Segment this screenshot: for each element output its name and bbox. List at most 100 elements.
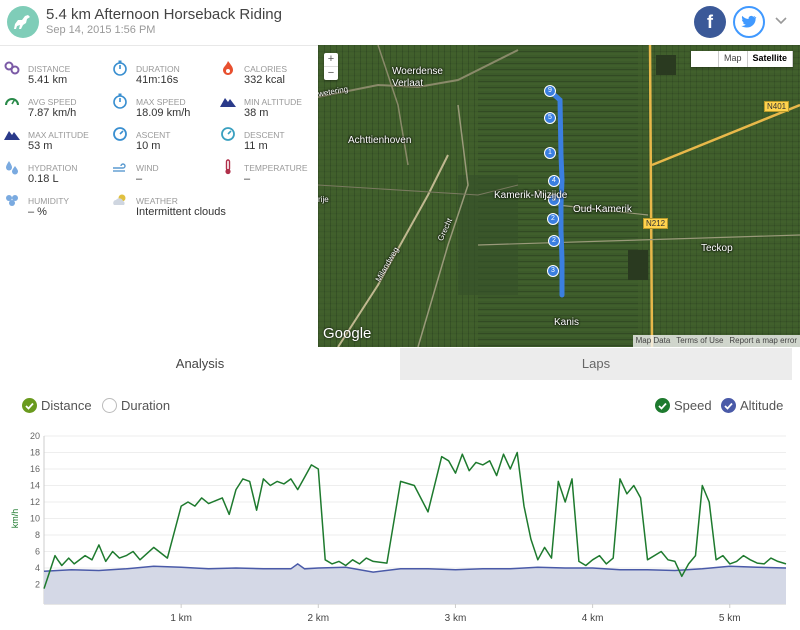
twitter-icon: [741, 15, 757, 28]
route-marker[interactable]: 2: [547, 213, 559, 225]
map-label-oud-kamerik: Oud-Kamerik: [573, 204, 632, 215]
speed-altitude-chart[interactable]: 2 4 6 8 10 12 14 16 18 20 km/h 1 km 2 km 3 km 4 km 5 km: [0, 425, 800, 630]
satellite-view-button[interactable]: Satellite: [747, 51, 794, 67]
stats-panel: DISTANCE 5.41 km DURATION 41m:16s CALORIES 33…: [0, 45, 318, 347]
terms-of-use-link[interactable]: Terms of Use: [676, 336, 724, 345]
stat-label: DISTANCE: [28, 64, 71, 74]
stat-label: ASCENT: [136, 130, 171, 140]
stat-temperature: TEMPERATURE –: [216, 153, 316, 185]
map-label-kanis: Kanis: [554, 317, 580, 328]
y-tick-label: 18: [30, 448, 40, 458]
route-marker[interactable]: 2: [548, 235, 560, 247]
route-marker[interactable]: 1: [544, 147, 556, 159]
more-options-button[interactable]: [774, 14, 788, 28]
stat-value: 53 m: [28, 140, 53, 152]
stat-max-altitude: MAX ALTITUDE 53 m: [0, 120, 100, 152]
y-tick-label: 8: [35, 530, 40, 540]
stat-descent: DESCENT 11 m: [216, 120, 316, 152]
stat-value: 7.87 km/h: [28, 107, 77, 119]
y-tick-label: 20: [30, 431, 40, 441]
road-sign-n401: N401: [764, 101, 790, 112]
stat-value: 0.18 L: [28, 173, 59, 185]
analysis-tabs: Analysis Laps: [0, 348, 800, 380]
facebook-icon: f: [707, 11, 713, 32]
distance-toggle[interactable]: Distance: [22, 398, 92, 413]
map-label-kamerik-mijzijde: Kamerik-Mijzijde: [494, 190, 568, 201]
stat-label: HUMIDITY: [28, 196, 70, 206]
stat-value: 332 kcal: [244, 74, 285, 86]
speed-toggle[interactable]: Speed: [655, 398, 712, 413]
x-tick-label: 1 km: [170, 613, 192, 624]
radio-empty-icon: [102, 398, 117, 413]
zoom-in-button[interactable]: +: [324, 53, 338, 67]
map-type-control: Map Satellite: [691, 51, 794, 67]
fullscreen-button[interactable]: [691, 51, 719, 67]
stat-wind: WIND –: [108, 153, 208, 185]
altitude-series-line: [43, 562, 787, 573]
stat-label: DESCENT: [244, 130, 285, 140]
stat-max-speed: MAX SPEED 18.09 km/h: [108, 87, 208, 119]
stat-value: –: [136, 173, 143, 185]
zoom-out-button[interactable]: −: [327, 67, 335, 79]
y-tick-label: 6: [35, 547, 40, 557]
map-data-link[interactable]: Map Data: [635, 336, 671, 345]
stat-label: HYDRATION: [28, 163, 78, 173]
tab-analysis[interactable]: Analysis: [0, 348, 400, 380]
stat-value: 5.41 km: [28, 74, 68, 86]
activity-date: Sep 14, 2015 1:56 PM: [46, 24, 156, 36]
checkmark-icon: [22, 398, 37, 413]
map-label-rije: rije: [318, 195, 329, 204]
stopwatch-icon: [112, 93, 128, 109]
checkmark-icon: [721, 398, 736, 413]
speed-series-line: [43, 451, 787, 589]
google-logo[interactable]: Google: [323, 325, 372, 342]
route-marker[interactable]: 8: [548, 194, 560, 206]
twitter-share-button[interactable]: [733, 6, 765, 38]
chevron-down-icon: [775, 17, 787, 25]
stat-value: Intermittent clouds: [136, 206, 226, 218]
map-label-teckop: Teckop: [701, 243, 733, 254]
map-label-line: Verlaat: [392, 78, 424, 89]
gauge-icon: [220, 126, 236, 142]
y-tick-label: 14: [30, 481, 40, 491]
stat-label: WIND: [136, 163, 159, 173]
stat-label: DURATION: [136, 64, 180, 74]
stat-label: TEMPERATURE: [244, 163, 308, 173]
stat-value: 10 m: [136, 140, 161, 152]
x-tick-label: 5 km: [719, 613, 741, 624]
duration-toggle[interactable]: Duration: [102, 398, 170, 413]
route-marker[interactable]: 4: [548, 175, 560, 187]
x-tick-label: 2 km: [307, 613, 329, 624]
drops-icon: [4, 159, 20, 175]
route-marker[interactable]: 3: [547, 265, 559, 277]
x-tick-label: 3 km: [445, 613, 467, 624]
stat-label: WEATHER: [136, 196, 178, 206]
speedometer-icon: [4, 93, 20, 109]
tab-laps[interactable]: Laps: [400, 348, 792, 380]
facebook-share-button[interactable]: f: [694, 6, 726, 38]
altitude-area: [44, 563, 786, 604]
map-label-woerdense: Woerdense Verlaat: [392, 66, 443, 90]
distance-toggle-label: Distance: [41, 398, 92, 413]
report-map-error-link[interactable]: Report a map error: [729, 336, 797, 345]
map-view-button[interactable]: Map: [719, 51, 748, 67]
mountain-icon: [4, 126, 20, 142]
stat-value: – %: [28, 206, 47, 218]
stat-distance: DISTANCE 5.41 km: [0, 54, 100, 86]
cloud-sun-icon: [112, 192, 128, 208]
stat-label: MIN ALTITUDE: [244, 97, 302, 107]
altitude-toggle[interactable]: Altitude: [721, 398, 783, 413]
stat-value: 38 m: [244, 107, 269, 119]
stat-label: CALORIES: [244, 64, 287, 74]
stat-duration: DURATION 41m:16s: [108, 54, 208, 86]
speed-toggle-label: Speed: [674, 398, 712, 413]
route-marker[interactable]: 5: [544, 112, 556, 124]
activity-header: 5.4 km Afternoon Horseback Riding Sep 14…: [0, 0, 800, 45]
route-marker[interactable]: 9: [544, 85, 556, 97]
stat-value: 18.09 km/h: [136, 107, 191, 119]
stat-label: AVG SPEED: [28, 97, 77, 107]
humidity-icon: [4, 192, 20, 208]
horseback-riding-icon: [7, 6, 39, 38]
y-tick-label: 16: [30, 464, 40, 474]
